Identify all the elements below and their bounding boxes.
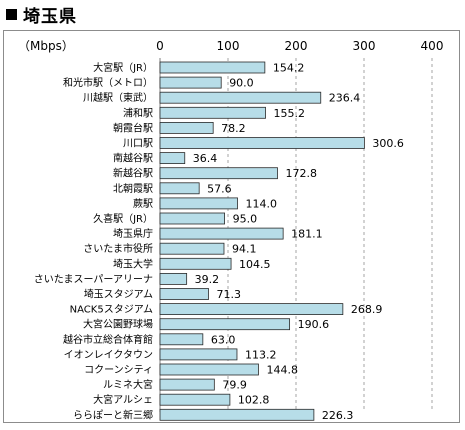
value-label: 172.8 <box>286 167 318 180</box>
category-label: NACK5スタジアム <box>70 304 153 316</box>
bar <box>159 378 215 391</box>
bar <box>159 91 322 104</box>
chart-frame <box>3 30 460 423</box>
value-label: 95.0 <box>233 213 258 226</box>
square-bullet-icon <box>6 8 17 20</box>
bar <box>159 288 209 300</box>
value-label: 94.1 <box>232 243 257 256</box>
value-label: 104.5 <box>239 258 271 271</box>
category-label: 和光市駅（メトロ） <box>63 76 153 89</box>
value-label: 39.2 <box>195 273 220 286</box>
chart-title: 埼玉県 <box>23 6 77 27</box>
value-label: 226.3 <box>322 409 354 422</box>
category-label: 朝霞台駅 <box>113 121 153 134</box>
category-label: ららぽーと新三郷 <box>73 408 153 421</box>
category-label: イオンレイクタウン <box>64 349 153 361</box>
value-label: 190.6 <box>298 318 330 331</box>
category-label: 川口駅 <box>123 138 153 150</box>
category-label: 越谷市立総合体育館 <box>63 333 153 346</box>
bar <box>159 212 225 225</box>
bar <box>159 122 214 134</box>
category-label: 埼玉県庁 <box>113 227 153 240</box>
bar <box>159 333 204 346</box>
bar <box>159 318 291 331</box>
category-label: 埼玉大学 <box>113 257 153 270</box>
bar <box>159 182 200 195</box>
value-label: 78.2 <box>221 122 246 135</box>
x-tick-label: 300 <box>353 39 376 53</box>
bar <box>159 363 259 376</box>
x-tick-label: 0 <box>156 39 164 53</box>
bar <box>159 76 222 89</box>
bar <box>159 197 238 210</box>
bar <box>159 303 344 316</box>
axis-ticks: 0 100 200 300 400 <box>156 39 443 53</box>
category-label: 大宮アルシェ <box>93 393 153 406</box>
category-label: さいたまスーパーアリーナ <box>34 273 153 285</box>
bar <box>159 272 188 285</box>
category-label: 川越駅（東武） <box>83 91 153 104</box>
value-label: 36.4 <box>193 152 218 165</box>
category-label: 新越谷駅 <box>113 167 153 180</box>
category-label: 大宮公園野球場 <box>83 318 153 331</box>
value-label: 144.8 <box>266 364 298 377</box>
value-label: 268.9 <box>351 303 383 316</box>
category-label: 北朝霞駅 <box>113 183 153 195</box>
category-labels: 大宮駅（JR） 和光市駅（メトロ） 川越駅（東武） 浦和駅朝霞台駅川口駅南越谷駅新越谷… <box>34 61 153 421</box>
category-label: さいたま市役所 <box>83 242 153 255</box>
category-label: 浦和駅 <box>123 106 153 119</box>
bar <box>159 242 225 255</box>
unit-label: （Mbps） <box>18 39 74 53</box>
bar <box>159 106 266 119</box>
value-label: 154.2 <box>273 62 305 75</box>
bar <box>159 152 186 165</box>
category-label: ルミネ大宮 <box>103 378 153 391</box>
category-label: 大宮駅（JR） <box>93 61 153 74</box>
category-label: 南越谷駅 <box>113 152 153 165</box>
value-label: 57.6 <box>207 182 232 195</box>
category-label: 蕨駅 <box>133 198 153 210</box>
category-label: 久喜駅（JR） <box>93 212 153 225</box>
value-label: 114.0 <box>246 197 278 210</box>
bar <box>159 137 365 149</box>
value-label: 300.6 <box>372 137 404 150</box>
value-label: 155.2 <box>274 107 306 120</box>
x-tick-label: 200 <box>285 39 308 53</box>
value-label: 90.0 <box>229 77 254 90</box>
x-tick-label: 400 <box>421 39 444 53</box>
bars <box>159 61 365 421</box>
value-label: 63.0 <box>211 333 236 346</box>
bar <box>159 408 315 421</box>
bar <box>159 257 232 270</box>
value-label: 113.2 <box>245 348 277 361</box>
value-label: 79.9 <box>222 379 247 392</box>
value-label: 102.8 <box>238 394 269 407</box>
bar <box>159 167 278 180</box>
value-label: 236.4 <box>329 92 361 105</box>
bar <box>159 227 284 240</box>
category-label: コクーンシティ <box>84 364 153 376</box>
bar <box>159 393 231 406</box>
value-label: 181.1 <box>291 228 323 241</box>
bar <box>159 61 266 74</box>
x-tick-label: 100 <box>217 39 240 53</box>
value-label: 71.3 <box>216 288 241 301</box>
value-labels: 154.2 90.0 236.4 155.2 78.2 300.6 36.4 172.8 57.… <box>193 62 404 422</box>
bar <box>159 348 238 361</box>
category-label: 埼玉スタジアム <box>84 288 153 301</box>
chart-header: 埼玉県 <box>6 3 77 27</box>
